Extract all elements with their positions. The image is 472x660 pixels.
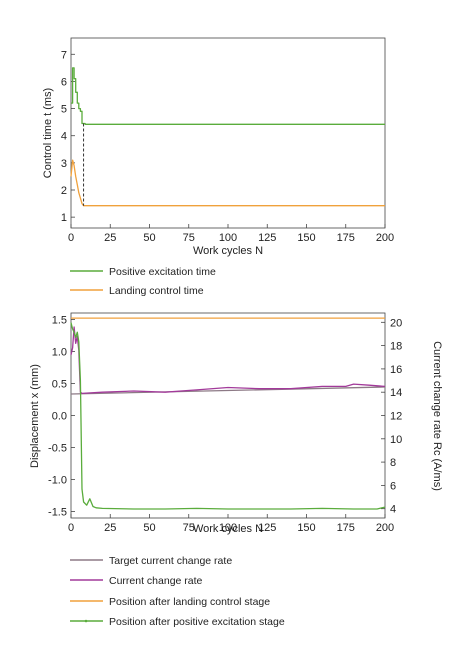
chart-1-legend: Positive excitation time Landing control… [70,266,216,297]
chart-1-xtick-label: 150 [297,232,315,244]
chart-2-xlabel: Work cycles N [193,523,263,535]
chart-1: 0 25 50 75 100 125 150 175 200 1 2 3 4 5 6 7 Work cycle… [42,37,394,257]
chart-1-ytick-label: 6 [61,76,67,88]
chart-2-ytick-label: -0.5 [48,443,67,455]
chart-1-plot-frame [70,37,386,229]
chart-1-xlabel: Work cycles N [193,245,263,257]
chart-2-y2tick-label: 4 [390,504,396,516]
legend-label-positive-excitation-time: Positive excitation time [109,266,216,278]
chart-2-y2tick-label: 16 [390,364,402,376]
chart-1-series [70,67,385,207]
chart-1-xtick-label: 75 [183,232,195,244]
chart-2-ytick-label: 0.5 [52,378,67,390]
legend-label-landing-control-time: Landing control time [109,285,204,297]
chart-2-xtick-label: 75 [183,522,195,534]
chart-2-ytick-label: 1.0 [52,346,67,358]
chart-1-ytick-label: 7 [61,49,67,61]
chart-2-ylabel: Displacement x (mm) [29,364,41,468]
series-line-current-change-rate [70,326,386,395]
chart-2-y2tick-label: 14 [390,387,402,399]
chart-1-ytick-label: 3 [61,158,67,170]
chart-2-series [70,317,386,510]
chart-1-xtick-label: 25 [104,232,116,244]
chart-2-y2tick-label: 18 [390,341,402,353]
legend-marker-position-after-positive-excitation-stage [84,619,88,623]
chart-1-xtick-label: 175 [337,232,355,244]
chart-1-xtick-label: 50 [143,232,155,244]
chart-1-xtick-label: 200 [376,232,394,244]
chart-2-xtick-label: 0 [68,522,74,534]
chart-1-xtick-label: 100 [219,232,237,244]
chart-2-ytick-label: -1.0 [48,475,67,487]
chart-2-xtick-label: 150 [297,522,315,534]
chart-1-xtick-label: 125 [258,232,276,244]
chart-1-ytick-label: 2 [61,185,67,197]
series-line-landing-control-time [70,159,385,207]
chart-2-ytick-label: 1.5 [52,314,67,326]
chart-2-xtick-label: 200 [376,522,394,534]
series-line-target-current-change-rate [70,386,386,395]
chart-2-y2tick-label: 10 [390,434,402,446]
chart-2-xtick-label: 100 [219,522,237,534]
chart-2-ticks: 0 25 50 75 100 125 150 175 200 -1.5 -1.0 -0.5 0.0 0.5… [48,314,402,534]
chart-1-xtick-label: 0 [68,232,74,244]
chart-2: 0 25 50 75 100 125 150 175 200 -1.5 -1.0 -0.5 0.0 0.5… [29,312,443,535]
chart-2-y2label: Current change rate Rc (A/ms) [431,341,443,491]
chart-1-ylabel: Control time t (ms) [42,88,54,178]
chart-2-xtick-label: 125 [258,522,276,534]
legend-label-target-current-change-rate: Target current change rate [109,555,232,567]
chart-2-y2tick-label: 6 [390,480,396,492]
legend-label-current-change-rate: Current change rate [109,575,203,587]
chart-2-y2tick-label: 8 [390,457,396,469]
chart-2-xtick-label: 50 [143,522,155,534]
chart-1-ticks: 0 25 50 75 100 125 150 175 200 1 2 3 4 5 6 7 [61,49,394,244]
chart-1-ytick-label: 1 [61,212,67,224]
chart-2-ytick-label: 0.0 [52,411,67,423]
chart-2-xtick-label: 175 [337,522,355,534]
chart-2-y2tick-label: 20 [390,317,402,329]
chart-2-y2tick-label: 12 [390,411,402,423]
legend-label-position-after-landing-control-stage: Position after landing control stage [109,596,270,608]
chart-1-ytick-label: 5 [61,104,67,116]
series-line-position-after-positive-excitation-stage [70,322,386,510]
chart-1-ytick-label: 4 [61,131,67,143]
chart-2-xtick-label: 25 [104,522,116,534]
series-line-positive-excitation-time [71,67,385,125]
chart-2-ytick-label: -1.5 [48,507,67,519]
chart-2-legend: Target current change rate Current chang… [70,555,285,628]
chart-2-plot-frame [70,312,386,519]
legend-label-position-after-positive-excitation-stage: Position after positive excitation stage [109,616,285,628]
